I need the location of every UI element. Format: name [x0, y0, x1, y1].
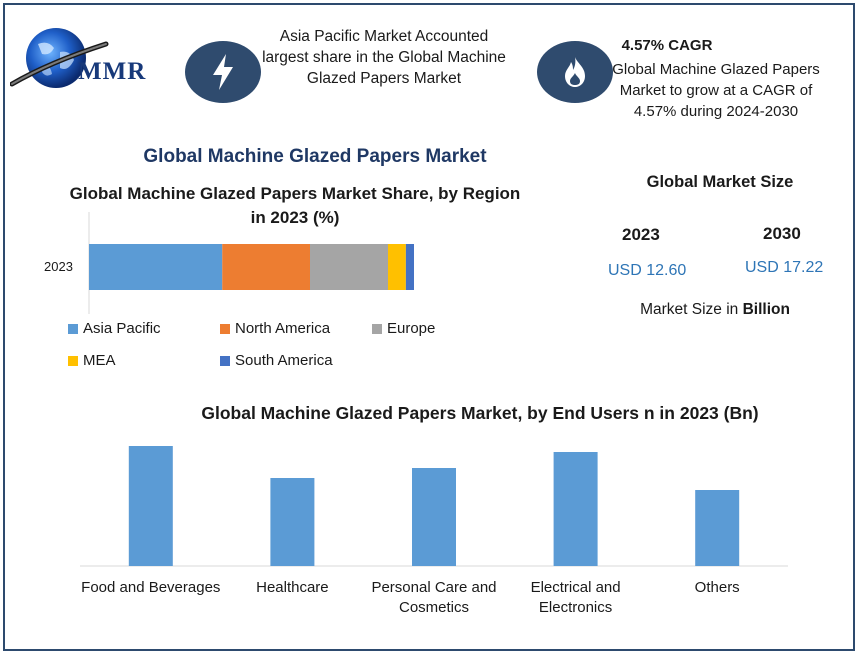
cagr-title: 4.57% CAGR	[621, 37, 713, 54]
end-users-tick-label: Healthcare	[256, 579, 329, 596]
legend-item-asia-pacific: Asia Pacific	[68, 320, 161, 337]
end-users-tick-label: Food and Beverages	[81, 579, 221, 596]
end-users-tick-label: Electrical and Electronics	[530, 579, 621, 616]
market-size-title: Global Market Size	[646, 173, 794, 191]
legend-label: South America	[235, 352, 333, 369]
end-users-bar	[128, 446, 173, 566]
mmr-logo: MMR	[10, 22, 170, 102]
end-users-bar	[270, 478, 315, 566]
market-size-note-prefix: Market Size in	[640, 301, 743, 318]
market-size-note: Market Size in Billion	[600, 301, 830, 319]
end-users-bar	[695, 490, 740, 566]
legend-item-mea: MEA	[68, 352, 116, 369]
logo-text: MMR	[78, 58, 147, 85]
legend-swatch	[68, 355, 78, 366]
end-users-bar	[412, 468, 456, 566]
share-bar-south-america	[405, 244, 414, 290]
legend-item-south-america: South America	[220, 352, 333, 369]
lightning-bolt-icon	[185, 41, 261, 103]
share-bar-europe	[310, 244, 388, 290]
share-bar-asia-pacific	[89, 244, 223, 290]
value-2023: USD 12.60	[608, 262, 687, 279]
share-bar-north-america	[222, 244, 310, 290]
legend-swatch	[68, 323, 78, 334]
end-users-tick-label: Others	[694, 579, 740, 596]
value-2030: USD 17.22	[745, 259, 824, 276]
cagr-text: Global Machine Glazed Papers Market to g…	[612, 61, 820, 120]
legend-swatch	[220, 355, 230, 366]
legend-swatch	[220, 323, 230, 334]
market-size-note-unit: Billion	[742, 301, 790, 318]
asia-pacific-info: Asia Pacific Market Accounted largest sh…	[262, 28, 506, 87]
flame-icon	[537, 41, 613, 103]
legend-item-north-america: North America	[220, 320, 330, 337]
legend-label: Europe	[387, 320, 436, 337]
legend-label: Asia Pacific	[83, 320, 161, 337]
year-2023: 2023	[622, 225, 660, 244]
legend-swatch	[372, 323, 382, 334]
main-title: Global Machine Glazed Papers Market	[143, 146, 487, 167]
legend-item-europe: Europe	[372, 320, 435, 337]
end-users-bar	[553, 452, 598, 566]
end-users-chart-title: Global Machine Glazed Papers Market, by …	[201, 403, 759, 423]
globe-icon	[10, 28, 109, 88]
legend-label: North America	[235, 320, 331, 337]
legend-label: MEA	[83, 352, 116, 369]
share-category-label: 2023	[44, 259, 73, 274]
page-frame	[3, 3, 855, 651]
share-bar-mea	[388, 244, 406, 290]
year-2030: 2030	[763, 224, 801, 243]
share-chart-title: Global Machine Glazed Papers Market Shar…	[69, 184, 521, 227]
end-users-tick-label: Personal Care and Cosmetics	[371, 579, 497, 616]
